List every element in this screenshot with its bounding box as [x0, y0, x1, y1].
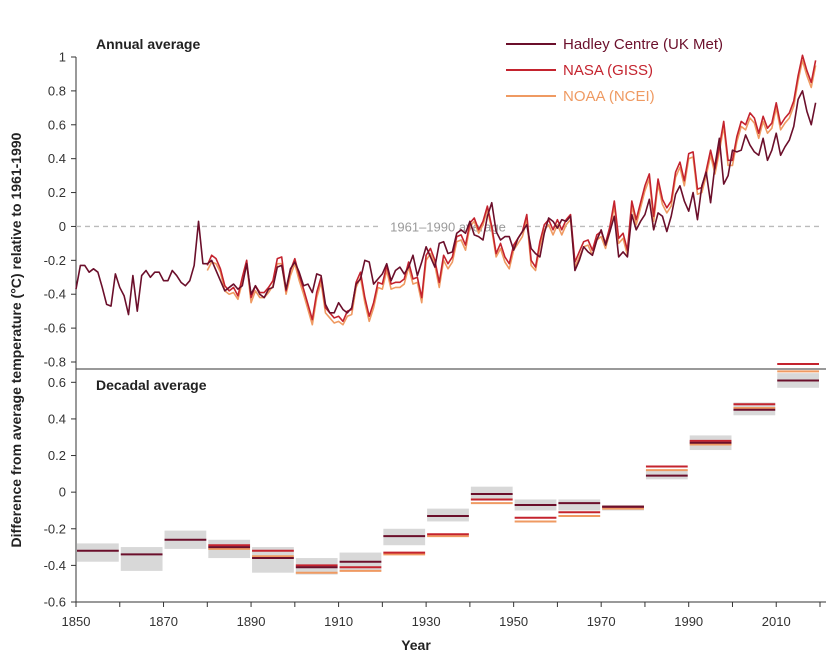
x-tick-label: 1970 — [587, 614, 616, 629]
legend-label-noaa: NOAA (NCEI) — [563, 88, 655, 105]
x-tick-label: 1950 — [499, 614, 528, 629]
decadal-y-tick-label: -0.2 — [44, 521, 66, 536]
hadley-line — [75, 90, 817, 316]
x-tick-label: 1850 — [62, 614, 91, 629]
y-axis-title: Difference from average temperature (°C)… — [8, 132, 24, 547]
decadal-y-tick-label: 0.6 — [48, 375, 66, 390]
legend: Hadley Centre (UK Met) NASA (GISS) NOAA … — [506, 36, 723, 105]
x-tick-label: 1890 — [237, 614, 266, 629]
legend-label-nasa: NASA (GISS) — [563, 62, 653, 79]
annual-y-tick-label: -0.8 — [44, 355, 66, 370]
x-tick-label: 1930 — [412, 614, 441, 629]
annual-y-tick-label: -0.2 — [44, 253, 66, 268]
annual-y-tick-label: 0.4 — [48, 151, 66, 166]
reference-line-label: 1961–1990 average — [390, 219, 506, 234]
annual-y-tick-label: 0.6 — [48, 117, 66, 132]
decadal-uncertainty-bands — [77, 373, 819, 575]
decadal-y-tick-label: 0 — [59, 485, 66, 500]
annual-y-ticks: -0.8 -0.6 -0.4 -0.2 0 0.2 0.4 0.6 0.8 1 — [44, 50, 76, 370]
annual-panel-title: Annual average — [96, 36, 200, 52]
annual-y-tick-label: -0.4 — [44, 287, 66, 302]
decadal-series-marks — [77, 363, 819, 574]
decadal-uncertainty-band — [77, 543, 119, 562]
annual-y-tick-label: 0.8 — [48, 83, 66, 98]
noaa-line — [206, 59, 817, 326]
x-tick-label: 2010 — [762, 614, 791, 629]
annual-average-panel: Annual average -0.8 -0.6 -0.4 -0.2 0 0.2 0.4 0.… — [44, 36, 820, 370]
decadal-average-panel: Decadal average -0.6 -0.4 -0.2 0 0.2 0.4 0.6 — [44, 363, 819, 610]
x-tick-label: 1870 — [149, 614, 178, 629]
decadal-uncertainty-band — [558, 499, 601, 511]
x-axis-title: Year — [401, 637, 431, 653]
x-tick-label: 1990 — [674, 614, 703, 629]
annual-y-tick-label: -0.6 — [44, 321, 66, 336]
x-tick-label: 1910 — [324, 614, 353, 629]
decadal-y-tick-label: -0.4 — [44, 558, 66, 573]
x-ticks: 1850 1870 1890 1910 1930 1950 1970 1990 2010 — [62, 602, 821, 629]
decadal-y-tick-label: -0.6 — [44, 595, 66, 610]
decadal-y-tick-label: 0.4 — [48, 411, 66, 426]
annual-y-tick-label: 0 — [59, 219, 66, 234]
decadal-panel-title: Decadal average — [96, 377, 207, 393]
decadal-y-tick-label: 0.2 — [48, 448, 66, 463]
annual-series-lines — [75, 54, 817, 326]
annual-y-tick-label: 0.2 — [48, 185, 66, 200]
decadal-y-ticks: -0.6 -0.4 -0.2 0 0.2 0.4 0.6 — [44, 375, 76, 610]
annual-y-tick-label: 1 — [59, 50, 66, 65]
legend-label-hadley: Hadley Centre (UK Met) — [563, 36, 723, 53]
decadal-uncertainty-band — [120, 547, 163, 571]
